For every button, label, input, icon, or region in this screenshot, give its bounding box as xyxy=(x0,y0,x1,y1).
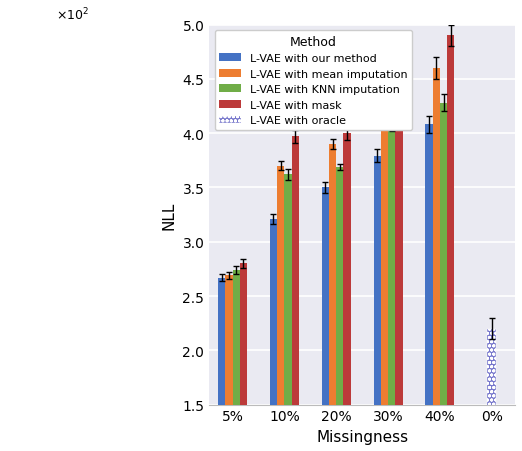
Bar xyxy=(487,329,496,451)
X-axis label: Missingness: Missingness xyxy=(316,429,408,444)
Bar xyxy=(433,69,440,451)
Bar xyxy=(447,37,455,451)
Bar xyxy=(440,103,447,451)
Bar xyxy=(270,220,277,451)
Bar xyxy=(292,137,299,451)
Bar xyxy=(329,145,336,451)
Bar xyxy=(218,278,226,451)
Y-axis label: NLL: NLL xyxy=(162,201,177,229)
Bar xyxy=(388,126,395,451)
Bar xyxy=(343,134,351,451)
Bar xyxy=(381,103,388,451)
Bar xyxy=(322,188,329,451)
Bar xyxy=(374,156,381,451)
Bar xyxy=(336,167,343,451)
Bar xyxy=(226,276,232,451)
Legend: L-VAE with our method, L-VAE with mean imputation, L-VAE with KNN imputation, L-: L-VAE with our method, L-VAE with mean i… xyxy=(215,31,412,130)
Bar xyxy=(284,175,292,451)
Bar xyxy=(240,264,247,451)
Bar xyxy=(232,270,240,451)
Bar xyxy=(425,125,433,451)
Bar xyxy=(277,166,284,451)
Text: $\times\mathregular{10}^{\mathregular{2}}$: $\times\mathregular{10}^{\mathregular{2}… xyxy=(56,7,89,23)
Bar xyxy=(395,96,402,451)
